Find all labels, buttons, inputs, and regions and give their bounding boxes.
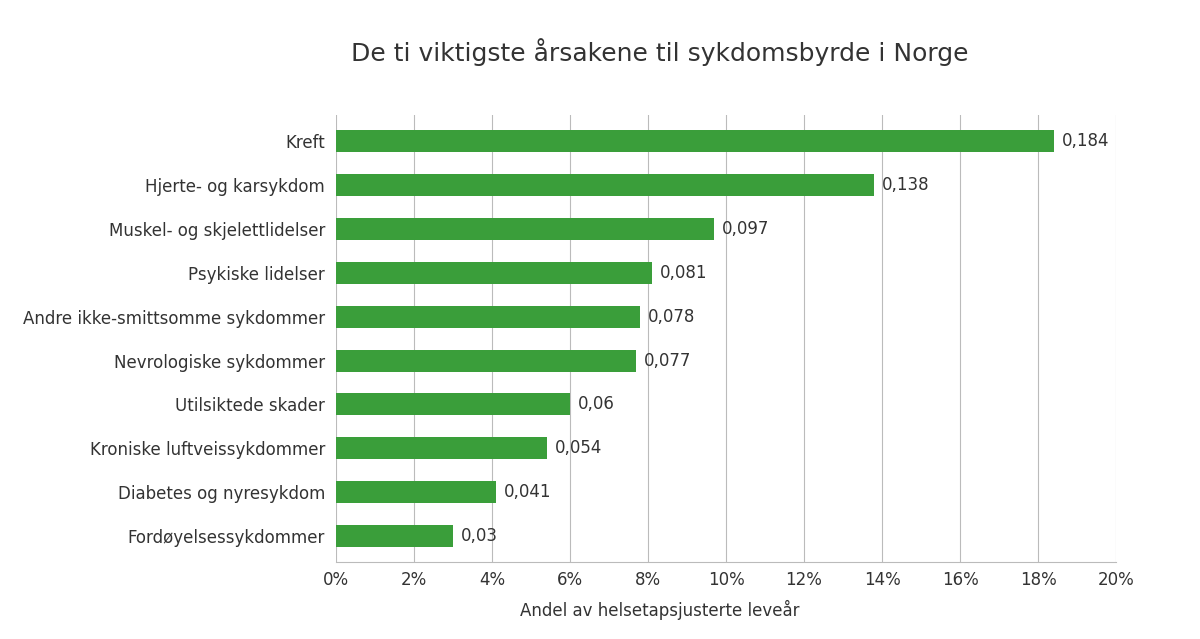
Bar [336, 218, 714, 240]
Bar [336, 525, 454, 547]
Bar [336, 262, 652, 284]
Text: Andel av helsetapsjusterte leveår: Andel av helsetapsjusterte leveår [521, 600, 799, 620]
Text: 0,041: 0,041 [504, 483, 551, 501]
Text: 0,03: 0,03 [461, 527, 498, 545]
Bar [336, 394, 570, 415]
Text: 0,06: 0,06 [578, 396, 614, 413]
Text: 0,097: 0,097 [722, 220, 769, 238]
Bar [336, 174, 874, 196]
Text: 0,138: 0,138 [882, 176, 930, 194]
Bar [336, 130, 1054, 152]
Text: 0,054: 0,054 [554, 439, 601, 458]
Text: 0,081: 0,081 [660, 264, 707, 282]
Bar [336, 437, 547, 459]
Text: 0,077: 0,077 [644, 351, 691, 369]
Bar [336, 350, 636, 371]
Text: De ti viktigste årsakene til sykdomsbyrde i Norge: De ti viktigste årsakene til sykdomsbyrd… [352, 38, 968, 66]
Text: 0,184: 0,184 [1062, 132, 1109, 150]
Text: 0,078: 0,078 [648, 308, 695, 326]
Bar [336, 306, 641, 328]
Bar [336, 481, 496, 503]
